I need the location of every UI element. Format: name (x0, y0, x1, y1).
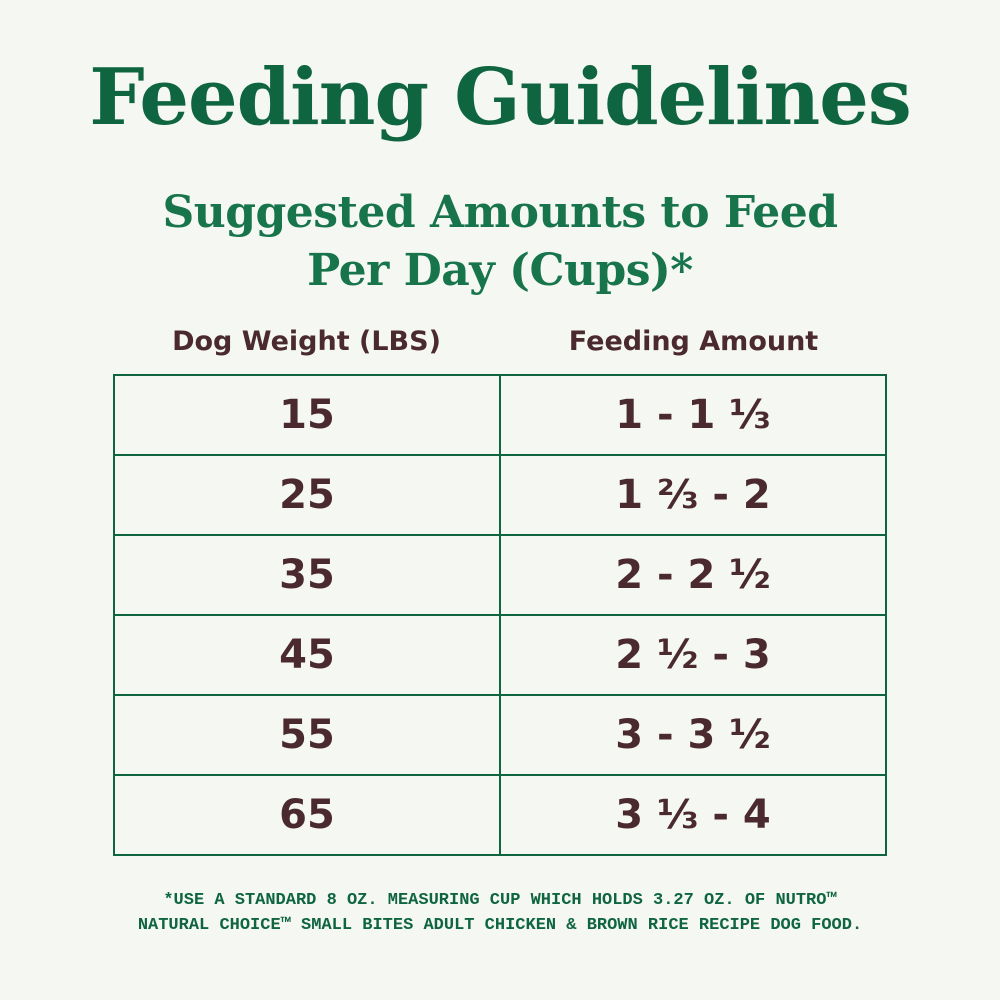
amount-cell: 2 - 2 ½ (499, 534, 887, 616)
table-row: 45 2 ½ - 3 (113, 614, 887, 696)
footnote-line-2: NATURAL CHOICE™ SMALL BITES ADULT CHICKE… (137, 916, 863, 935)
table-row: 55 3 - 3 ½ (113, 694, 887, 776)
weight-cell: 55 (113, 694, 501, 776)
footnote-line-1: *USE A STANDARD 8 OZ. MEASURING CUP WHIC… (163, 891, 837, 910)
page-title: Feeding Guidelines (89, 52, 912, 143)
subtitle-line-1: Suggested Amounts to Feed (162, 187, 838, 238)
header-feeding-amount: Feeding Amount (568, 326, 819, 357)
table-headers: Dog Weight (LBS) Feeding Amount (113, 326, 887, 357)
amount-cell: 1 ⅔ - 2 (499, 454, 887, 536)
weight-cell: 65 (113, 774, 501, 856)
weight-cell: 35 (113, 534, 501, 616)
weight-cell: 15 (113, 374, 501, 456)
amount-cell: 3 - 3 ½ (499, 694, 887, 776)
weight-cell: 45 (113, 614, 501, 696)
footnote: *USE A STANDARD 8 OZ. MEASURING CUP WHIC… (0, 888, 1000, 938)
table-row: 65 3 ⅓ - 4 (113, 774, 887, 856)
table-row: 25 1 ⅔ - 2 (113, 454, 887, 536)
weight-cell: 25 (113, 454, 501, 536)
header-dog-weight: Dog Weight (LBS) (172, 326, 441, 357)
amount-cell: 3 ⅓ - 4 (499, 774, 887, 856)
amount-cell: 2 ½ - 3 (499, 614, 887, 696)
feeding-table: 15 1 - 1 ⅓ 25 1 ⅔ - 2 35 2 - 2 ½ 45 2 ½ - 3 … (113, 374, 887, 856)
amount-cell: 1 - 1 ⅓ (499, 374, 887, 456)
subtitle: Suggested Amounts to Feed Per Day (Cups)… (0, 184, 1000, 300)
subtitle-line-2: Per Day (Cups)* (307, 245, 693, 296)
table-row: 15 1 - 1 ⅓ (113, 374, 887, 456)
table-row: 35 2 - 2 ½ (113, 534, 887, 616)
